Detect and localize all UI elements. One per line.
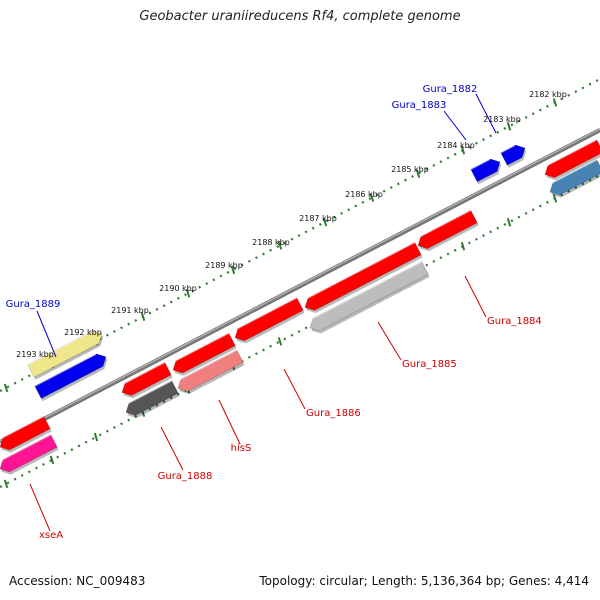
tick-label: 2188 kbp: [252, 238, 290, 247]
tick-label: 2186 kbp: [345, 190, 383, 199]
ruler-inner-tick: [49, 455, 55, 465]
accession-text: Accession: NC_009483: [9, 574, 146, 588]
gene-arrow-left-red-sheen: [0, 415, 45, 441]
tick-label: 2187 kbp: [299, 214, 337, 223]
gene-arrow-reverse-edge-sheen: [541, 139, 598, 170]
gene-arrow-gura-1882-sheen: [500, 144, 516, 154]
label-gura-1889: Gura_1889: [6, 299, 61, 310]
gene-arrow-large-sheen: [301, 241, 416, 302]
ruler-inner-tick: [552, 194, 558, 203]
ruler-inner-tick: [506, 218, 512, 227]
gene-arrow-reverse-steel-sheen: [546, 159, 598, 187]
tick-label: 2193 kbp: [16, 350, 54, 359]
gene-arrow-gura-1887-sheen: [118, 361, 166, 388]
tick-label: 2189 kbp: [205, 261, 243, 270]
gene-arrow-xsea-sheen: [0, 434, 52, 463]
label-gura-1883-leader: [443, 110, 467, 141]
label-hiss: hisS: [231, 443, 252, 454]
ruler-outer-tick: [552, 98, 558, 107]
backbone-line: [0, 128, 600, 444]
ruler-outer-tick: [140, 312, 146, 321]
gene-arrow-hiss: [177, 349, 244, 392]
label-xsea: xseA: [39, 530, 63, 541]
genome-title: Geobacter uraniireducens Rf4, complete g…: [139, 9, 461, 24]
ruler-outer-tick: [185, 288, 191, 298]
gene-arrow-left-red: [0, 415, 51, 451]
gene-arrow-gura-1889-sheen: [27, 330, 93, 366]
gene-arrow-gura-1886: [234, 297, 304, 342]
gene-arrow-gura-1885: [309, 261, 429, 332]
gene-arrow-gura-1883-sheen: [470, 158, 491, 171]
gene-arrow-gura-1882: [500, 144, 526, 166]
gene-arrow-gura-1888: [125, 380, 179, 416]
label-gura-1884: Gura_1884: [487, 316, 542, 327]
tick-label: 2191 kbp: [111, 306, 149, 315]
label-xsea-leader: [29, 483, 51, 532]
gene-arrow-gura-1887: [121, 362, 172, 396]
tick-label: 2184 kbp: [437, 141, 475, 150]
label-gura-1885-leader: [377, 321, 402, 361]
gene-arrow-gura-1883: [470, 158, 501, 183]
ruler-inner-tick: [460, 241, 466, 251]
label-gura-1884-leader: [464, 275, 487, 318]
tick-label: 2182 kbp: [529, 90, 567, 99]
label-gura-1883: Gura_1883: [392, 100, 447, 111]
gene-arrow-gura-1889: [27, 330, 103, 378]
tick-label: 2185 kbp: [391, 165, 429, 174]
ruler-outer-tick: [506, 122, 512, 131]
tick-label: 2192 kbp: [64, 328, 102, 337]
ruler-outer-tick: [415, 169, 421, 178]
ruler-outer-tick: [369, 193, 375, 202]
gene-arrow-xsea: [0, 434, 58, 473]
gene-arrow-large: [304, 242, 422, 311]
label-hiss-leader: [218, 399, 241, 445]
genome-summary-text: Topology: circular; Length: 5,136,364 bp…: [259, 574, 589, 588]
ruler-inner-tick: [3, 479, 9, 489]
label-gura-1886: Gura_1886: [306, 408, 361, 419]
gene-arrow-gura-1884: [417, 209, 478, 249]
gene-arrow-gura-1884-sheen: [414, 209, 472, 241]
tick-label: 2183 kbp: [483, 115, 521, 124]
label-gura-1885: Gura_1885: [402, 359, 457, 370]
gene-arrow-his: [172, 332, 236, 374]
gene-arrow-gura-1886-sheen: [231, 297, 298, 333]
label-gura-1886-leader: [283, 368, 306, 410]
ruler-outer-tick: [3, 383, 9, 393]
gene-arrow-reverse-steel: [549, 159, 600, 196]
label-gura-1888-leader: [160, 426, 184, 471]
label-gura-1888: Gura_1888: [158, 471, 213, 482]
gene-arrow-his-sheen: [169, 332, 230, 365]
ruler-outer-tick: [460, 145, 466, 155]
label-gura-1882: Gura_1882: [423, 84, 478, 95]
gene-arrow-forward-blue: [34, 353, 107, 399]
backbone-highlight: [0, 128, 600, 442]
gene-arrow-hiss-sheen: [174, 349, 238, 383]
ruler-track-inner: [0, 174, 600, 488]
ruler-inner-tick: [93, 432, 99, 442]
gene-arrow-forward-blue-sheen: [34, 353, 97, 387]
gene-arrow-gura-1885-sheen: [306, 261, 423, 323]
gene-arrow-gura-1888-sheen: [122, 380, 173, 407]
label-gura-1889-leader: [36, 310, 57, 358]
gene-arrow-reverse-edge: [544, 139, 600, 178]
ruler-outer-tick: [230, 265, 236, 275]
tick-label: 2190 kbp: [159, 284, 197, 293]
ruler-outer-tick: [322, 217, 328, 227]
label-gura-1882-leader: [475, 93, 497, 134]
ruler-outer-tick: [277, 241, 283, 250]
ruler-inner-tick: [277, 337, 283, 346]
